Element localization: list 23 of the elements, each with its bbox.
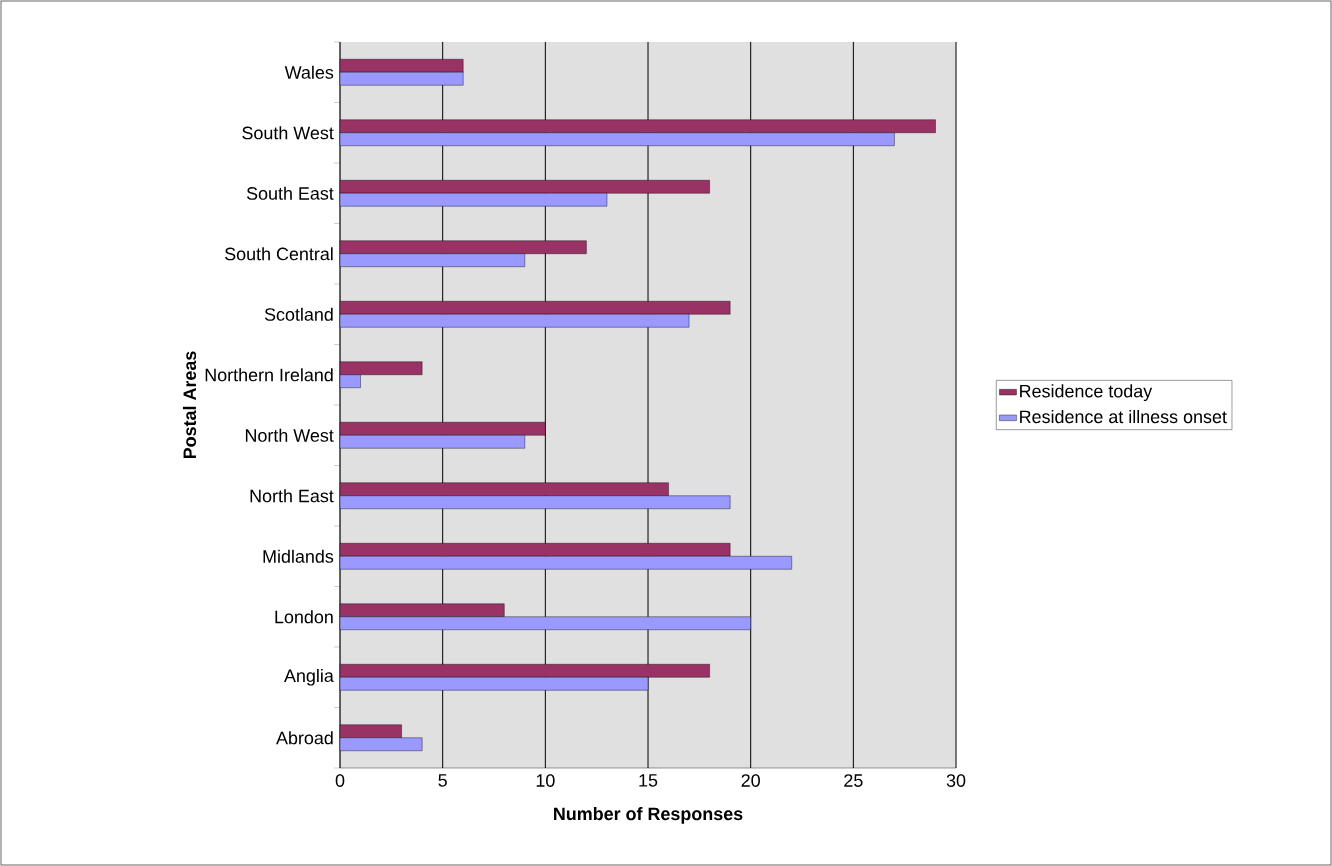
y-tick-label: London [275, 610, 333, 624]
y-tick-label: Abroad [276, 731, 333, 745]
x-tick-label: 25 [844, 774, 863, 787]
x-tick-label: 5 [438, 774, 447, 787]
x-tick-label: 30 [946, 774, 966, 787]
y-tick-label: South West [242, 126, 334, 140]
y-tick-label: Northern Ireland [205, 368, 333, 382]
legend-label: Residence today [1020, 384, 1153, 402]
y-axis-title: Postal Areas [182, 351, 197, 459]
y-tick-label: North East [250, 489, 334, 503]
y-tick-label: Midlands [263, 549, 334, 563]
x-axis-title: Number of Responses [554, 807, 743, 824]
y-tick-label: Scotland [264, 307, 333, 321]
x-tick-label: 15 [639, 774, 658, 787]
x-tick-label: 20 [741, 774, 760, 787]
y-tick-label: South Central [224, 247, 333, 261]
y-tick-label: Anglia [284, 668, 334, 686]
legend-label: Residence at illness onset [1020, 409, 1227, 424]
y-tick-label: South East [246, 186, 334, 200]
y-tick-label: Wales [284, 65, 334, 79]
y-tick-label: North West [245, 428, 334, 442]
x-tick-label: 10 [536, 774, 555, 787]
x-tick-label: 0 [335, 774, 345, 787]
